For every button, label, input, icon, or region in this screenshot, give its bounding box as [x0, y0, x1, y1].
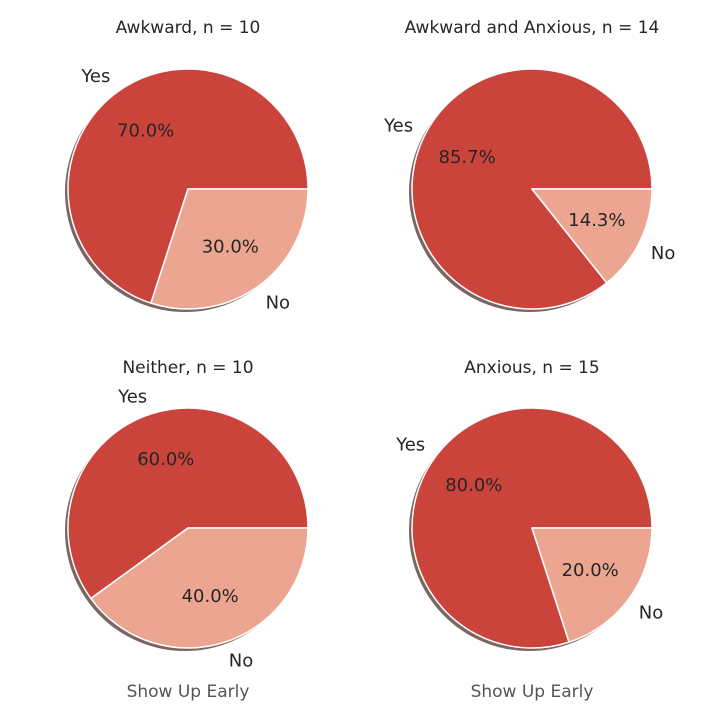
pie-slice-yes: [67, 68, 309, 304]
pie-title: Awkward, n = 10: [116, 18, 261, 38]
pie-percent-label: 20.0%: [562, 560, 619, 581]
pie-title: Neither, n = 10: [122, 358, 253, 378]
pie-category-label: Yes: [117, 387, 147, 408]
pie-category-label: No: [639, 602, 663, 623]
pie-slice-yes: [67, 407, 309, 600]
pie-slice-no: [531, 188, 653, 284]
pie-percent-label: 70.0%: [117, 120, 174, 141]
pie-percent-label: 14.3%: [568, 210, 625, 231]
pie-panel-neither: Neither, n = 10 Show Up Early Yes 60.0% No…: [65, 358, 309, 702]
pie-category-label: No: [266, 293, 290, 314]
pie-percent-label: 80.0%: [445, 475, 502, 496]
pie-category-label: Yes: [383, 116, 413, 137]
pie-slice-no: [150, 188, 309, 310]
pie-category-label: Yes: [395, 434, 425, 455]
pie-slice-no: [90, 527, 309, 649]
pie-category-label: No: [229, 650, 253, 671]
pie-percent-label: 60.0%: [137, 449, 194, 470]
pie-slice-no: [531, 527, 653, 643]
pie-percent-label: 85.7%: [439, 147, 496, 168]
pie-panel-awkward: Awkward, n = 10 Yes 70.0% No 30.0%: [65, 18, 309, 314]
pie-category-label: No: [651, 243, 675, 264]
pie-xlabel: Show Up Early: [471, 682, 594, 702]
pie-title: Anxious, n = 15: [464, 358, 600, 378]
pie-panel-awkward-and-anxious: Awkward and Anxious, n = 14 Yes 85.7% No 14…: [383, 18, 675, 312]
pie-percent-label: 30.0%: [202, 237, 259, 258]
pie-title: Awkward and Anxious, n = 14: [405, 18, 660, 38]
pie-percent-label: 40.0%: [182, 586, 239, 607]
pie-slice-yes: [411, 68, 653, 310]
pie-category-label: Yes: [80, 66, 110, 87]
pie-panel-anxious: Anxious, n = 15 Show Up Early Yes 80.0% No…: [395, 358, 663, 702]
pie-xlabel: Show Up Early: [127, 682, 250, 702]
